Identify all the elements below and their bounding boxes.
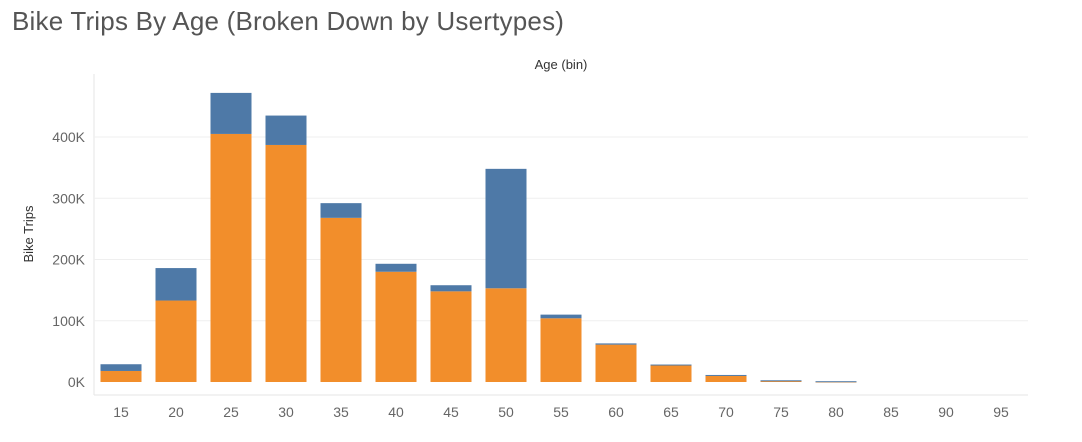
- bar-segment-35-0[interactable]: [320, 217, 362, 382]
- bar-segment-30-1[interactable]: [265, 115, 307, 145]
- bars: [100, 92, 857, 383]
- bar-segment-15-1[interactable]: [100, 364, 142, 371]
- bar-segment-45-1[interactable]: [430, 285, 472, 292]
- bar-segment-35-1[interactable]: [320, 203, 362, 218]
- bar-segment-40-0[interactable]: [375, 271, 417, 382]
- bar-segment-75-1[interactable]: [760, 380, 802, 382]
- bar-segment-65-1[interactable]: [650, 364, 692, 366]
- bar-segment-50-0[interactable]: [485, 288, 527, 382]
- bar-segment-15-0[interactable]: [100, 370, 142, 382]
- x-tick-label: 40: [388, 404, 404, 420]
- bar-segment-40-1[interactable]: [375, 263, 417, 272]
- x-tick-label: 45: [443, 404, 459, 420]
- x-axis-ticks: 15 20 25 30 35 40 45 50 55 60 65 70 75 80 85 90 95: [113, 404, 1009, 420]
- x-tick-label: 95: [993, 404, 1009, 420]
- x-tick-label: 60: [608, 404, 624, 420]
- y-tick-label: 0K: [68, 374, 86, 390]
- x-tick-label: 85: [883, 404, 899, 420]
- bar-segment-70-0[interactable]: [705, 375, 747, 382]
- y-tick-label: 200K: [52, 252, 85, 268]
- x-tick-label: 15: [113, 404, 129, 420]
- chart-title: Bike Trips By Age (Broken Down by Userty…: [12, 6, 565, 36]
- bar-segment-65-0[interactable]: [650, 365, 692, 382]
- x-tick-label: 50: [498, 404, 514, 420]
- x-tick-label: 55: [553, 404, 569, 420]
- bar-segment-55-0[interactable]: [540, 318, 582, 382]
- bar-segment-75-0[interactable]: [760, 380, 802, 382]
- x-tick-label: 90: [938, 404, 954, 420]
- y-tick-label: 400K: [52, 129, 85, 145]
- bar-segment-20-0[interactable]: [155, 300, 197, 382]
- x-tick-label: 30: [278, 404, 294, 420]
- x-tick-label: 80: [828, 404, 844, 420]
- x-tick-label: 25: [223, 404, 239, 420]
- x-axis-title: Age (bin): [535, 57, 588, 72]
- bar-segment-20-1[interactable]: [155, 268, 197, 301]
- y-axis-ticks: 0K 100K 200K 300K 400K: [52, 129, 85, 390]
- bar-segment-60-0[interactable]: [595, 344, 637, 382]
- bar-segment-45-0[interactable]: [430, 291, 472, 382]
- x-tick-label: 75: [773, 404, 789, 420]
- y-tick-label: 300K: [52, 190, 85, 206]
- x-tick-label: 70: [718, 404, 734, 420]
- bar-segment-55-1[interactable]: [540, 314, 582, 319]
- bar-segment-25-0[interactable]: [210, 133, 252, 382]
- x-tick-label: 35: [333, 404, 349, 420]
- x-tick-label: 65: [663, 404, 679, 420]
- bar-segment-30-0[interactable]: [265, 144, 307, 382]
- bar-segment-80-1[interactable]: [815, 381, 857, 383]
- bar-segment-50-1[interactable]: [485, 168, 527, 289]
- bar-segment-70-1[interactable]: [705, 374, 747, 376]
- bar-segment-60-1[interactable]: [595, 343, 637, 345]
- x-tick-label: 20: [168, 404, 184, 420]
- bar-segment-25-1[interactable]: [210, 92, 252, 134]
- y-axis-title: Bike Trips: [21, 205, 36, 263]
- y-tick-label: 100K: [52, 313, 85, 329]
